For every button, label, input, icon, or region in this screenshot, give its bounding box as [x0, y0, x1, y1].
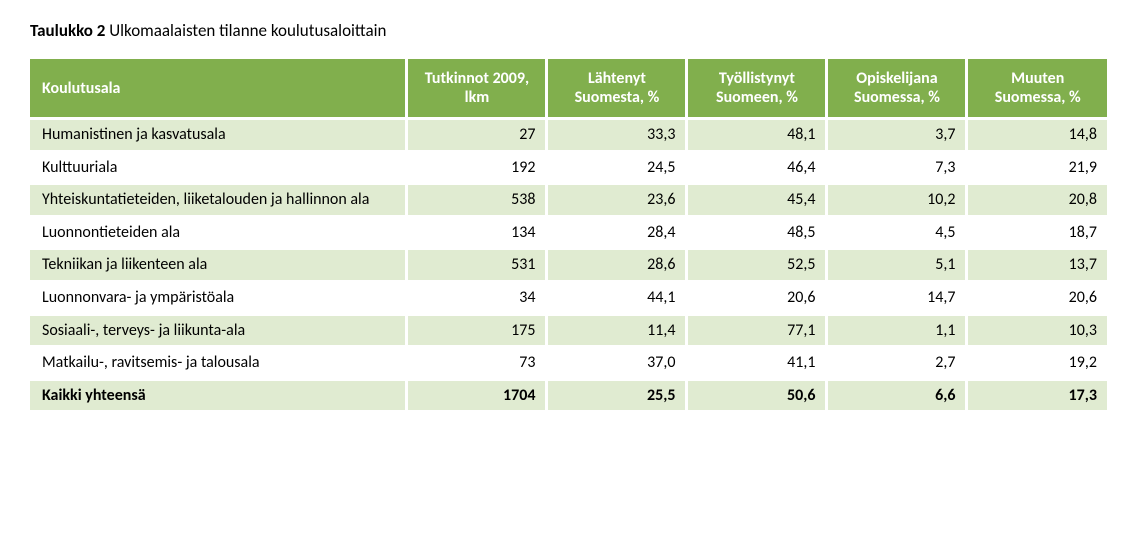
cell: 20,6	[687, 281, 827, 314]
cell: Tekniikan ja liikenteen ala	[30, 249, 407, 282]
cell: 5,1	[827, 249, 967, 282]
cell: 13,7	[967, 249, 1107, 282]
cell: Yhteiskuntatieteiden, liiketalouden ja h…	[30, 184, 407, 217]
title-rest: Ulkomaalaisten tilanne koulutusaloittain	[109, 20, 386, 41]
total-cell: 17,3	[967, 379, 1107, 410]
table-row: Kulttuuriala19224,546,47,321,9	[30, 151, 1107, 184]
table-title: Taulukko 2 Ulkomaalaisten tilanne koulut…	[30, 20, 1107, 41]
total-cell: 50,6	[687, 379, 827, 410]
data-table: Koulutusala Tutkinnot 2009, lkm Lähtenyt…	[30, 59, 1107, 410]
cell: 538	[407, 184, 547, 217]
total-cell: Kaikki yhteensä	[30, 379, 407, 410]
cell: 48,5	[687, 216, 827, 249]
cell: 14,7	[827, 281, 967, 314]
table-header-row: Koulutusala Tutkinnot 2009, lkm Lähtenyt…	[30, 59, 1107, 119]
cell: 4,5	[827, 216, 967, 249]
cell: 10,2	[827, 184, 967, 217]
cell: 175	[407, 314, 547, 347]
cell: 24,5	[547, 151, 687, 184]
cell: 3,7	[827, 119, 967, 152]
cell: 73	[407, 347, 547, 380]
cell: 23,6	[547, 184, 687, 217]
col-header-5: Muuten Suomessa, %	[967, 59, 1107, 119]
cell: 27	[407, 119, 547, 152]
cell: 2,7	[827, 347, 967, 380]
table-row: Luonnonvara- ja ympäristöala3444,120,614…	[30, 281, 1107, 314]
cell: Kulttuuriala	[30, 151, 407, 184]
table-row: Luonnontieteiden ala13428,448,54,518,7	[30, 216, 1107, 249]
cell: Matkailu-, ravitsemis- ja talousala	[30, 347, 407, 380]
table-row: Sosiaali-, terveys- ja liikunta-ala17511…	[30, 314, 1107, 347]
cell: 41,1	[687, 347, 827, 380]
cell: Luonnonvara- ja ympäristöala	[30, 281, 407, 314]
table-row: Yhteiskuntatieteiden, liiketalouden ja h…	[30, 184, 1107, 217]
cell: Humanistinen ja kasvatusala	[30, 119, 407, 152]
col-header-2: Lähtenyt Suomesta, %	[547, 59, 687, 119]
cell: 28,4	[547, 216, 687, 249]
title-bold: Taulukko 2	[30, 20, 105, 41]
cell: 531	[407, 249, 547, 282]
table-row: Humanistinen ja kasvatusala2733,348,13,7…	[30, 119, 1107, 152]
cell: 20,8	[967, 184, 1107, 217]
table-total-row: Kaikki yhteensä170425,550,66,617,3	[30, 379, 1107, 410]
total-cell: 1704	[407, 379, 547, 410]
table-row: Tekniikan ja liikenteen ala53128,652,55,…	[30, 249, 1107, 282]
cell: 20,6	[967, 281, 1107, 314]
cell: 192	[407, 151, 547, 184]
table-body: Humanistinen ja kasvatusala2733,348,13,7…	[30, 119, 1107, 411]
cell: 19,2	[967, 347, 1107, 380]
cell: 11,4	[547, 314, 687, 347]
col-header-4: Opiskelijana Suomessa, %	[827, 59, 967, 119]
cell: 14,8	[967, 119, 1107, 152]
cell: 48,1	[687, 119, 827, 152]
cell: 28,6	[547, 249, 687, 282]
cell: 34	[407, 281, 547, 314]
cell: 52,5	[687, 249, 827, 282]
cell: 18,7	[967, 216, 1107, 249]
col-header-3: Työllistynyt Suomeen, %	[687, 59, 827, 119]
cell: 77,1	[687, 314, 827, 347]
cell: 134	[407, 216, 547, 249]
cell: 46,4	[687, 151, 827, 184]
cell: 10,3	[967, 314, 1107, 347]
cell: 7,3	[827, 151, 967, 184]
table-row: Matkailu-, ravitsemis- ja talousala7337,…	[30, 347, 1107, 380]
col-header-0: Koulutusala	[30, 59, 407, 119]
cell: 1,1	[827, 314, 967, 347]
cell: 21,9	[967, 151, 1107, 184]
cell: 37,0	[547, 347, 687, 380]
col-header-1: Tutkinnot 2009, lkm	[407, 59, 547, 119]
cell: 33,3	[547, 119, 687, 152]
total-cell: 25,5	[547, 379, 687, 410]
cell: 45,4	[687, 184, 827, 217]
cell: 44,1	[547, 281, 687, 314]
cell: Sosiaali-, terveys- ja liikunta-ala	[30, 314, 407, 347]
total-cell: 6,6	[827, 379, 967, 410]
cell: Luonnontieteiden ala	[30, 216, 407, 249]
